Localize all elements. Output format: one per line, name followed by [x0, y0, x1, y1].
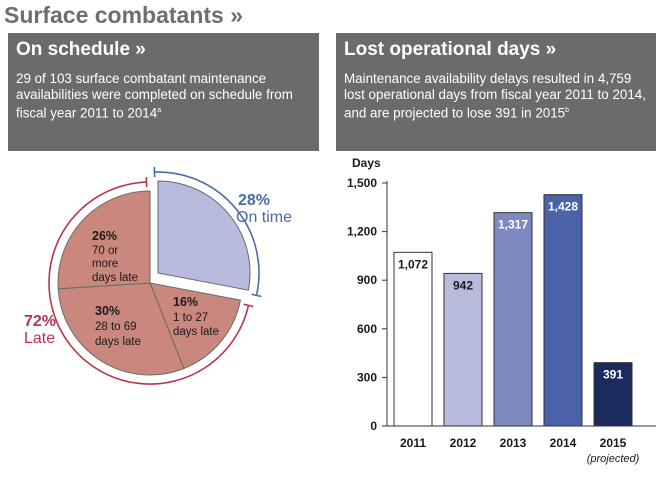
on-schedule-title[interactable]: On schedule » — [16, 39, 146, 60]
bar-value-label: 1,072 — [398, 257, 428, 271]
on-time-pct: 28% — [238, 192, 270, 209]
y-tick-label: 600 — [357, 322, 377, 336]
y-axis-title: Days — [352, 156, 381, 170]
y-tick-label: 0 — [370, 419, 377, 433]
slice-26-label-line2: more — [92, 258, 118, 270]
on-time-label: On time — [236, 209, 292, 226]
lost-days-title[interactable]: Lost operational days » — [344, 39, 557, 60]
bar-2015 — [593, 362, 633, 427]
pie-slice-on-time — [157, 180, 251, 291]
x-tick-label: 2013 — [500, 436, 527, 450]
bar-chart: Days 0 300 600 900 1,200 1,500 1,072 2011 942 2012… — [347, 156, 656, 465]
lost-days-description-text: Maintenance availability delays resulted… — [344, 71, 646, 121]
slice-26-label-line3: days late — [92, 272, 138, 284]
bar-value-label: 391 — [603, 368, 623, 382]
pie-slice-70-or-more-days-late — [57, 190, 151, 290]
on-schedule-panel-header: On schedule » 29 of 103 surface combatan… — [8, 33, 319, 151]
bar-2012 — [443, 272, 483, 427]
x-tick-label: 2014 — [550, 436, 577, 450]
y-tick-label: 900 — [357, 273, 377, 287]
x-tick-label: 2015 — [600, 436, 627, 450]
lost-days-description: Maintenance availability delays resulted… — [344, 71, 648, 121]
late-pct: 72% — [24, 313, 56, 330]
on-schedule-description: 29 of 103 surface combatant maintenance … — [16, 71, 314, 121]
x-tick-label: 2011 — [400, 436, 426, 450]
pie-slice-1-to-27-days-late — [149, 282, 241, 370]
on-time-bracket-tick — [251, 293, 262, 298]
on-time-bracket — [154, 171, 260, 296]
pie-slice-28-to-69-days-late — [57, 282, 185, 376]
y-tick-label: 1,500 — [347, 176, 377, 190]
bar-2013 — [493, 212, 533, 427]
x-tick-label: 2012 — [450, 436, 477, 450]
slice-30-label-line1: 28 to 69 — [95, 321, 137, 333]
projected-note: (projected) — [587, 453, 640, 465]
slice-16-pct: 16% — [173, 295, 198, 309]
slice-26-label-line1: 70 or — [92, 245, 118, 257]
bar-2014 — [543, 194, 583, 427]
bar-value-label: 942 — [453, 278, 473, 292]
slice-26-pct: 26% — [92, 229, 117, 243]
slice-16-label-line2: days late — [173, 326, 219, 338]
bar-value-label: 1,428 — [548, 200, 578, 214]
slice-30-label-line2: days late — [95, 336, 141, 348]
slice-30-pct: 30% — [95, 304, 120, 318]
late-bracket-tick — [243, 303, 254, 308]
y-tick-label: 300 — [357, 370, 377, 384]
lost-days-panel-header: Lost operational days » Maintenance avai… — [336, 33, 656, 151]
footnote-b: b — [565, 107, 570, 114]
page-title: Surface combatants » — [4, 2, 244, 28]
bar-value-label: 1,317 — [498, 218, 528, 232]
pie-chart: 16% 1 to 27 days late 30% 28 to 69 days late 2… — [24, 167, 292, 385]
y-tick-label: 1,200 — [347, 225, 377, 239]
late-bracket — [48, 181, 250, 385]
slice-16-label-line1: 1 to 27 — [173, 312, 208, 324]
footnote-a: a — [157, 107, 162, 114]
late-label: Late — [24, 330, 55, 347]
on-schedule-description-text: 29 of 103 surface combatant maintenance … — [16, 71, 293, 121]
bar-2011 — [393, 251, 433, 427]
